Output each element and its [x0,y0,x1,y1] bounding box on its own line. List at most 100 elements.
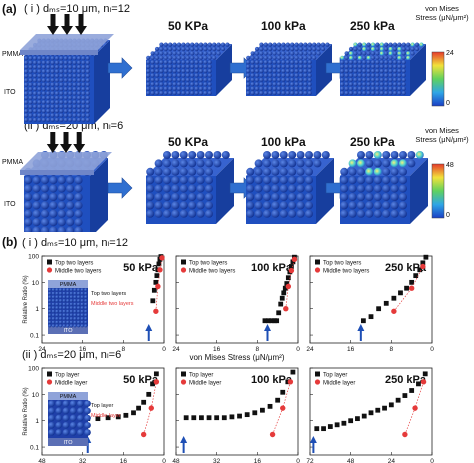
sphere [198,51,204,56]
sphere [85,86,90,92]
sphere [344,68,349,74]
data-point-square [314,426,320,432]
inset-sphere [48,316,52,321]
sphere [397,77,402,82]
sphere [259,90,264,96]
sphere [41,64,46,70]
data-point-square [368,410,374,416]
data-point-square [267,403,273,409]
data-point-square [285,275,291,281]
sphere [365,193,374,201]
sphere [373,201,382,210]
inset-sphere [77,400,84,407]
sphere [263,64,268,69]
sphere [154,64,160,69]
sphere [172,64,177,69]
inset-sphere [69,302,74,306]
sphere [41,95,46,100]
sphere [298,82,304,87]
sphere [213,151,222,159]
sphere [259,77,264,82]
sphere [290,42,295,47]
sphere [50,100,55,105]
sphere [81,78,86,83]
sphere [357,82,362,87]
sphere [362,77,367,82]
data-point-square [334,422,340,428]
sphere [290,55,295,60]
sphere [344,90,349,96]
x-axis-label: von Mises Stress (μN/μm²) [189,353,284,362]
sphere [81,69,86,74]
y-axis-label: Relative Ratio (%) [23,387,29,435]
sphere [54,91,60,96]
sphere [288,176,297,185]
data-point-square [150,298,156,304]
inset-sphere [73,298,77,303]
sphere [276,90,282,96]
sphere [340,68,345,74]
sphere [382,176,391,185]
sphere [294,42,299,47]
sphere [181,46,186,52]
sphere [254,176,263,185]
sphere [397,82,402,87]
sphere [294,60,299,65]
sphere [254,46,260,52]
y-tick-label: 1 [35,418,39,425]
sphere [24,108,29,114]
cube-front-face [146,60,216,96]
y-tick-label: 1 [35,306,39,313]
sphere [46,56,51,61]
sphere [68,108,73,114]
sphere [370,51,376,56]
sphere [290,90,295,96]
sphere [268,73,273,78]
sphere [154,60,160,65]
sphere [50,64,55,70]
sphere [365,201,374,210]
sphere [401,64,406,69]
sphere [185,60,190,65]
pressure-arrow-head [73,144,86,153]
sphere [272,82,277,87]
sphere [205,176,213,185]
sphere [66,209,75,218]
inset-sphere [80,309,84,314]
sphere [198,86,204,91]
inset-sphere [62,306,66,310]
sphere [348,73,354,78]
sphere [353,90,358,96]
sphere [294,64,299,69]
sphere [357,46,362,52]
sphere [168,46,173,52]
sphere [250,60,255,65]
x-tick-label: 24 [38,346,46,353]
sphere [46,69,51,74]
y-tick-label: 10 [32,392,40,399]
sphere [188,159,197,168]
sphere [203,64,208,69]
sphere [24,117,29,122]
sphere [268,60,273,65]
sphere [185,46,190,52]
inset-sphere [69,429,77,436]
sphere [390,201,399,210]
sphere [384,73,389,78]
sphere [362,68,367,74]
stressed-sphere [399,159,407,168]
sphere [357,176,365,185]
sphere [382,193,391,201]
sphere [406,42,411,47]
sphere [49,193,58,201]
sphere [353,77,358,82]
legend-label: Middle two layers [189,268,235,274]
sphere [81,82,86,87]
sphere [203,51,208,56]
sphere [41,113,46,118]
sphere [63,86,68,92]
sphere [373,209,382,218]
inset-sphere [66,295,70,299]
sphere [76,91,82,96]
